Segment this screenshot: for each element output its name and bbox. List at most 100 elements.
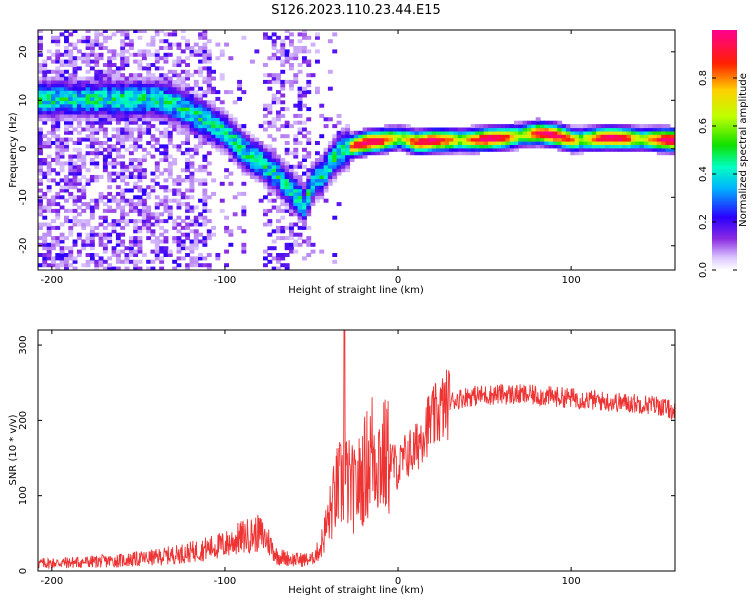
spectrogram-cell — [55, 59, 61, 64]
spectrogram-cell — [527, 137, 532, 142]
spectrogram-cell — [193, 219, 199, 224]
spectrogram-cell — [198, 110, 203, 115]
spectrogram-cell — [137, 229, 143, 234]
spectrogram-cell — [176, 229, 182, 234]
spectrogram-cell — [198, 113, 203, 118]
spectrogram-cell — [639, 147, 645, 152]
spectrogram-cell — [55, 56, 61, 61]
spectrogram-cell — [206, 66, 212, 71]
spectrogram-cell — [665, 124, 671, 129]
spectrogram-cell — [669, 144, 675, 149]
spectrogram-cell — [124, 120, 130, 125]
spectrogram-cell — [128, 175, 134, 179]
spectrogram-cell — [55, 266, 61, 270]
spectrogram-cell — [59, 83, 65, 88]
spectrogram-cell — [427, 151, 433, 156]
spectrogram-cell — [578, 141, 584, 145]
spectrogram-cell — [185, 86, 190, 91]
spectrogram-cell — [51, 69, 56, 74]
spectrogram-cell — [124, 175, 130, 179]
spectrogram-cell — [85, 30, 91, 33]
spectrogram-cell — [198, 100, 203, 105]
spectrogram-cell — [89, 96, 95, 101]
spectrogram-cell — [167, 188, 173, 193]
spectrogram-cell — [280, 42, 286, 47]
spectrogram-cell — [280, 86, 286, 91]
spectrogram-cell — [557, 127, 563, 132]
spectrogram-cell — [211, 127, 216, 132]
spectrogram-cell — [128, 83, 134, 88]
spectrogram-cell — [193, 100, 199, 105]
spectrogram-cell — [59, 73, 65, 78]
spectrogram-cell — [198, 168, 203, 173]
spectrogram-cell — [115, 222, 121, 227]
spectrogram-cell — [604, 127, 610, 132]
spectrogram-cell — [189, 263, 195, 268]
spectrogram-cell — [137, 63, 143, 67]
spectrogram-cell — [319, 171, 325, 176]
spectrogram-cell — [146, 93, 152, 98]
spectrogram-cell — [306, 59, 312, 64]
spectrogram-cell — [159, 46, 165, 50]
spectrogram-cell — [254, 154, 260, 159]
spectrogram-cell — [180, 76, 186, 81]
spectrogram-cell — [232, 151, 238, 156]
spectrogram-cell — [198, 103, 203, 108]
spectrogram-cell — [293, 49, 299, 54]
spectrogram-cell — [76, 93, 82, 98]
spectrogram-cell — [258, 164, 264, 169]
spectrogram-cell — [362, 141, 368, 145]
spectrogram-cell — [180, 151, 186, 156]
spectrogram-cell — [176, 191, 182, 196]
spectrogram-cell — [297, 236, 303, 241]
spectrogram-cell — [596, 147, 602, 152]
spectrogram-cell — [124, 124, 130, 129]
spectrogram-cell — [38, 205, 43, 210]
spectrogram-cell — [180, 69, 186, 74]
spectrogram-cell — [366, 144, 372, 149]
spectrogram-cell — [81, 100, 87, 105]
spectrogram-cell — [154, 90, 160, 95]
spectrogram-cell — [81, 113, 87, 118]
spectrogram-cell — [219, 134, 225, 139]
spectrogram-cell — [159, 144, 165, 149]
spectrogram-cell — [72, 90, 78, 95]
spectrogram-cell — [306, 205, 312, 210]
spectrogram-cell — [665, 134, 671, 139]
spectrogram-cell — [211, 191, 216, 196]
spectrogram-cell — [163, 249, 169, 254]
spectrogram-cell — [120, 42, 126, 47]
spectrogram-cell — [89, 144, 95, 149]
spectrogram-cell — [115, 161, 121, 166]
spectrogram-cell — [315, 191, 320, 196]
spectrogram-cell — [159, 225, 165, 230]
spectrogram-cell — [115, 100, 121, 105]
spectrogram-cell — [509, 141, 515, 145]
spectrogram-cell — [613, 144, 619, 149]
spectrogram-cell — [518, 141, 524, 145]
spectrogram-cell — [51, 130, 56, 135]
spectrogram-cell — [302, 127, 307, 132]
spectrogram-cell — [492, 141, 498, 145]
spectrogram-cell — [271, 124, 277, 129]
spectrogram-cell — [102, 195, 108, 200]
spectrogram-cell — [306, 178, 312, 183]
spectrogram-cell — [107, 120, 113, 125]
spectrogram-frame — [37, 29, 676, 271]
spectrogram-cell — [102, 202, 108, 207]
spectrogram-cell — [323, 168, 329, 173]
spectrogram-cell — [64, 103, 69, 108]
spectrogram-cell — [180, 30, 186, 33]
spectrogram-cell — [332, 137, 338, 142]
spectrogram-cell — [211, 141, 216, 145]
spectrogram-cell — [211, 232, 216, 237]
spectrogram-cell — [38, 151, 43, 156]
spectrogram-cell — [172, 181, 178, 186]
spectrogram-cell — [578, 124, 584, 129]
spectrogram-cell — [150, 124, 156, 129]
spectrogram-cell — [219, 208, 225, 213]
spectrogram-cell — [146, 191, 152, 196]
spectrogram-cell — [51, 107, 56, 112]
spectrogram-cell — [111, 164, 117, 169]
spectrogram-cell — [81, 239, 87, 244]
